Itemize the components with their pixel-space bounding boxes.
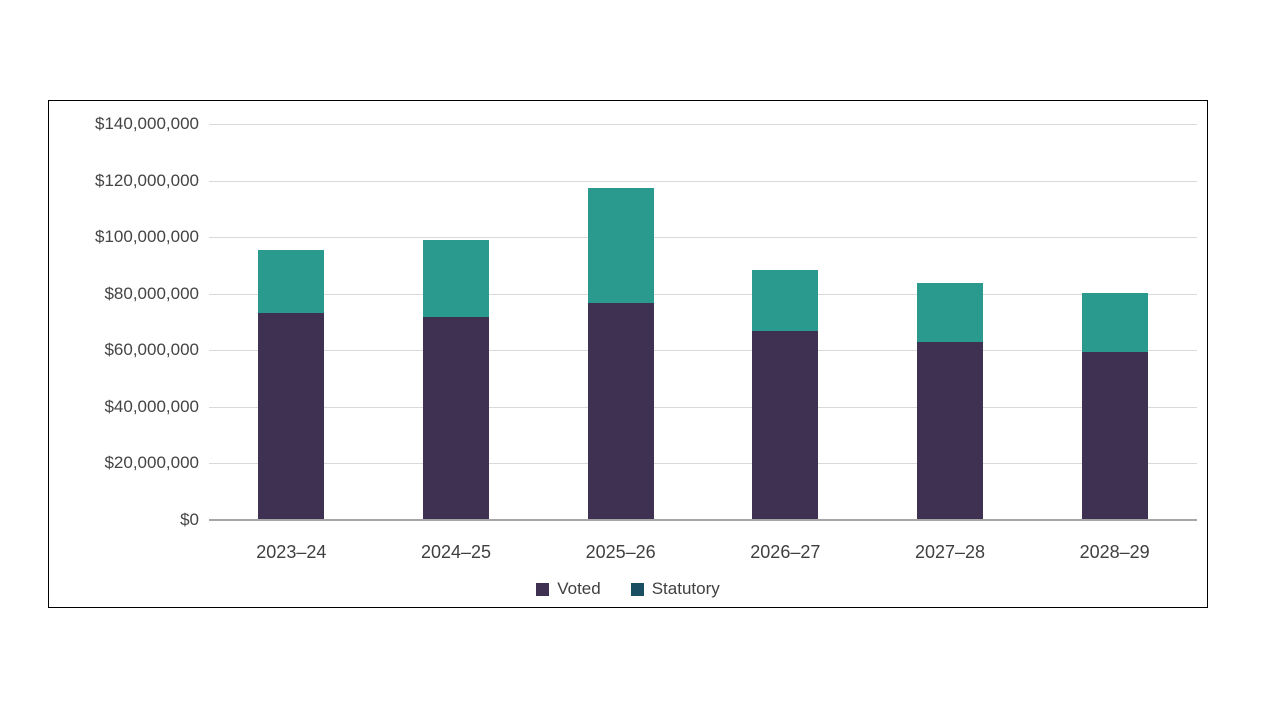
gridline (209, 124, 1197, 125)
bar-segment-voted (258, 312, 325, 519)
x-tick-label: 2026–27 (750, 542, 821, 562)
gridline (209, 406, 1197, 408)
bar-segment-voted (423, 316, 489, 519)
chart-legend: Voted Statutory (49, 579, 1207, 599)
bar-segment-statutory (752, 270, 819, 331)
y-tick-label: $140,000,000 (95, 114, 199, 133)
bar-segment-statutory (917, 282, 983, 343)
x-tick-label: 2028–29 (1079, 542, 1150, 562)
gridline (209, 463, 1197, 465)
y-tick-label: $40,000,000 (104, 396, 199, 416)
bar-2024-25 (423, 240, 489, 519)
y-axis-labels: $0 $20,000,000 $40,000,000 $60,000,000 $80,0… (49, 101, 199, 607)
legend-label: Statutory (651, 579, 720, 598)
legend-swatch-voted (536, 582, 550, 596)
x-tick-label: 2027–28 (914, 542, 986, 562)
bar-segment-voted (752, 330, 819, 519)
bar-segment-voted (1081, 352, 1148, 519)
gridline (209, 293, 1197, 295)
y-tick-label: $120,000,000 (95, 170, 199, 190)
bar-segment-statutory (258, 250, 325, 313)
y-tick-label: $20,000,000 (104, 453, 199, 473)
gridline (209, 237, 1197, 239)
bar-2025-26 (587, 188, 654, 519)
bar-2026-27 (752, 270, 819, 519)
y-tick-label: $60,000,000 (104, 340, 199, 360)
gridline (209, 180, 1197, 182)
y-tick-label: $0 (180, 510, 199, 529)
bar-2027-28 (917, 282, 983, 519)
plot-area (209, 124, 1197, 521)
x-tick-label: 2024–25 (420, 542, 492, 562)
bar-segment-statutory (1081, 292, 1148, 353)
bar-segment-statutory (587, 188, 654, 303)
x-axis-line (209, 519, 1197, 521)
legend-item-voted: Voted (536, 579, 601, 599)
x-tick-label: 2023–24 (256, 542, 327, 562)
bar-segment-voted (587, 302, 654, 519)
bar-segment-voted (917, 342, 983, 519)
gridline (209, 350, 1197, 352)
x-axis-labels: 2023–24 2024–25 2025–26 2026–27 2027–28 2028–… (209, 542, 1197, 568)
bar-2023-24 (258, 250, 325, 519)
legend-swatch-statutory (630, 582, 644, 596)
y-tick-label: $100,000,000 (95, 227, 199, 247)
chart-frame: $0 $20,000,000 $40,000,000 $60,000,000 $80,0… (48, 100, 1208, 608)
legend-item-statutory: Statutory (630, 579, 720, 599)
bar-2028-29 (1081, 292, 1148, 519)
legend-label: Voted (557, 579, 601, 598)
x-tick-label: 2025–26 (585, 542, 656, 562)
bar-segment-statutory (423, 240, 489, 317)
y-tick-label: $80,000,000 (104, 283, 199, 303)
